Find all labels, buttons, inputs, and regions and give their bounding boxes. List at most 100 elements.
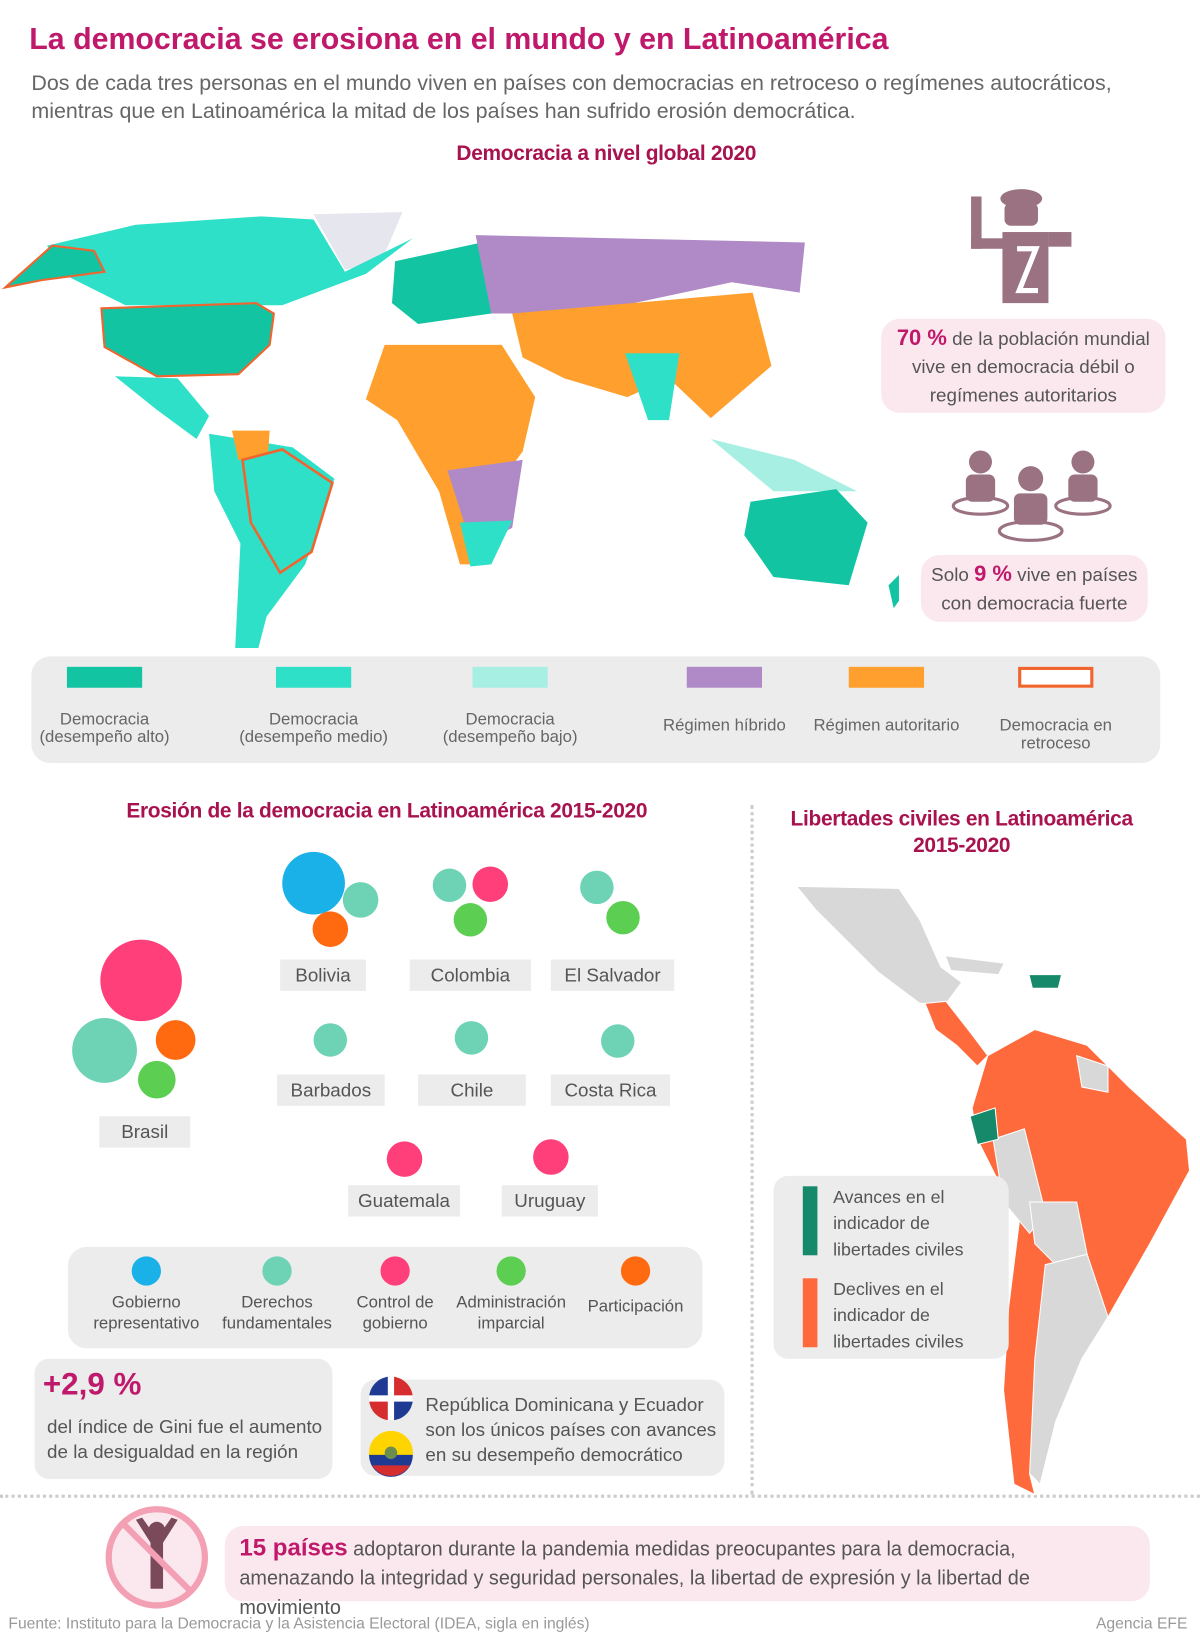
credit: Agencia EFE — [1095, 1614, 1188, 1633]
gini-highlight: +2,9 % — [42, 1367, 142, 1402]
erosion-chart: Brasil Bolivia Colombia El Salvador Barbados… — [72, 851, 675, 1217]
bubble — [453, 903, 488, 937]
latam-map — [795, 885, 1191, 1496]
legend-label: Democracia (desempeño alto) — [39, 710, 170, 747]
legend-label: Democracia (desempeño medio) — [239, 710, 388, 747]
stat-text: vive en países con democracia fuerte — [941, 564, 1138, 614]
stat-text: de la población mundial vive en democrac… — [911, 328, 1150, 406]
advances-box: República Dominicana y Ecuador son los ú… — [360, 1376, 725, 1477]
legend-swatch — [848, 666, 925, 688]
bubble — [282, 851, 345, 915]
new-zealand — [888, 574, 899, 609]
legend-label: Régimen autoritario — [813, 717, 960, 735]
world-map — [1, 212, 899, 649]
ecuador — [969, 1107, 999, 1146]
legend-dot — [131, 1256, 161, 1286]
bubble — [313, 1023, 348, 1057]
bubble — [100, 939, 182, 1022]
stat-prefix: Solo — [931, 564, 969, 586]
legend-label: Derechos fundamentales — [222, 1293, 332, 1333]
russia — [475, 235, 805, 314]
legend-dot — [262, 1256, 292, 1286]
liberties-title: Libertades civiles en Latinoamérica 2015… — [790, 807, 1134, 858]
gini-box: +2,9 % del índice de Gini fue el aumento… — [34, 1358, 333, 1479]
legend-swatch — [275, 666, 352, 688]
bubble — [601, 1024, 635, 1058]
southeast-asia — [710, 438, 858, 492]
bubble — [606, 900, 640, 935]
cuba — [945, 956, 1004, 975]
bubble — [454, 1021, 489, 1055]
stat-box: Solo 9 % vive en países con democracia f… — [920, 555, 1148, 622]
bubble — [580, 870, 614, 905]
subtitle: Dos de cada tres personas en el mundo vi… — [31, 71, 1112, 124]
source: Fuente: Instituto para la Democracia y l… — [8, 1614, 590, 1633]
alaska-outline — [1, 244, 107, 290]
bubble — [155, 1020, 196, 1060]
country-label: Bolivia — [280, 959, 366, 991]
country-label: Chile — [418, 1074, 526, 1106]
divider — [0, 1494, 1200, 1498]
dominican-republic — [1029, 975, 1061, 988]
gini-text: del índice de Gini fue el aumento de la … — [47, 1416, 323, 1463]
bubble — [312, 911, 349, 947]
people-figures — [965, 450, 1098, 525]
legend-label: Democracia en retroceso — [999, 717, 1112, 753]
legend-swatch — [1018, 666, 1094, 688]
venezuela — [232, 430, 270, 460]
legend-swatch — [802, 1186, 818, 1256]
country-label: Guatemala — [348, 1185, 460, 1217]
stat-highlight: 70 % — [896, 326, 947, 351]
country-label: El Salvador — [550, 959, 675, 991]
legend-label: Control de gobierno — [356, 1293, 434, 1333]
legend-label: Administración imparcial — [456, 1293, 566, 1333]
bubble-legend: Gobierno representativo Derechos fundamen… — [67, 1246, 703, 1349]
legend-swatch — [472, 666, 548, 688]
country-label: Barbados — [277, 1074, 385, 1106]
stat-highlight: 9 % — [974, 562, 1012, 587]
mexico — [795, 885, 963, 1004]
police-icon — [971, 189, 1072, 304]
legend-label: Democracia (desempeño bajo) — [442, 710, 578, 747]
bubble — [137, 1060, 176, 1099]
legend-label: Declives en el indicador de libertades c… — [833, 1279, 964, 1352]
country-label: Uruguay — [501, 1185, 598, 1217]
pandemic-text: adoptaron durante la pandemia medidas pr… — [239, 1538, 1030, 1620]
central-america — [924, 1000, 989, 1067]
legend-label: Gobierno representativo — [93, 1293, 200, 1333]
map-title: Democracia a nivel global 2020 — [456, 142, 757, 166]
argentina — [1029, 1253, 1109, 1486]
europe — [391, 240, 492, 325]
bubble — [472, 866, 509, 903]
flags — [368, 1376, 413, 1477]
stat-box: 70 % de la población mundial vive en dem… — [881, 318, 1166, 413]
legend-label: Participación — [587, 1298, 684, 1316]
pandemic-highlight: 15 países — [239, 1533, 348, 1561]
police-badge — [1015, 246, 1040, 294]
legend-swatch — [686, 666, 763, 688]
usa — [100, 302, 275, 378]
liberties-legend: Avances en el indicador de libertades ci… — [773, 1175, 1009, 1359]
ban-icon — [105, 1506, 209, 1609]
legend-swatch — [802, 1278, 818, 1348]
bubble — [432, 868, 467, 903]
legend-dot — [380, 1256, 410, 1286]
bubble — [533, 1139, 569, 1175]
guianas — [1076, 1054, 1109, 1093]
erosion-title: Erosión de la democracia en Latinoaméric… — [126, 799, 648, 823]
legend-swatch — [66, 666, 143, 688]
australia — [744, 489, 868, 586]
country-label: Brasil — [99, 1116, 191, 1148]
divider — [750, 804, 754, 1495]
africa — [365, 344, 536, 565]
mexico — [114, 376, 210, 439]
legend-dot — [496, 1256, 526, 1286]
legend-label: Régimen híbrido — [663, 717, 786, 735]
advances-text: República Dominicana y Ecuador son los ú… — [425, 1394, 717, 1466]
india — [625, 353, 680, 421]
pandemic-box: 15 países adoptaron durante la pandemia … — [224, 1525, 1150, 1619]
map-legend: Democracia (desempeño alto) Democracia (d… — [31, 656, 1161, 763]
people-icon — [951, 450, 1112, 542]
